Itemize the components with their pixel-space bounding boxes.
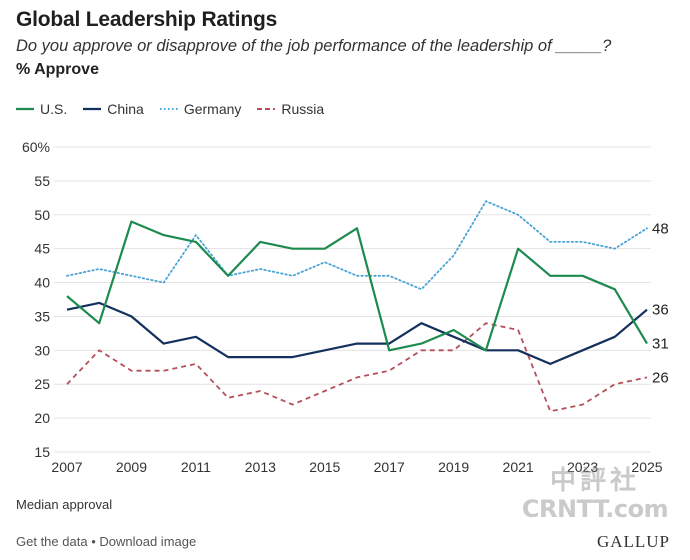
y-tick-label: 45 <box>34 241 50 257</box>
legend-item-germany: Germany <box>159 101 242 117</box>
y-tick-label: 40 <box>34 275 50 291</box>
y-tick-label: 30 <box>34 342 50 358</box>
x-tick-label: 2025 <box>631 459 662 475</box>
x-tick-label: 2019 <box>438 459 469 475</box>
chart-title: Global Leadership Ratings <box>16 8 278 31</box>
legend-swatch-russia <box>257 108 276 110</box>
series-line-russia <box>66 322 648 413</box>
series-line-china <box>66 301 648 365</box>
watermark: 中評社 CRNTT.com <box>520 467 670 523</box>
y-tick-label: 60% <box>22 139 50 155</box>
legend-swatch-germany <box>159 108 178 110</box>
watermark-cn: 中評社 <box>549 466 640 496</box>
legend-label-us: U.S. <box>40 101 68 117</box>
end-label-us: 31 <box>652 336 669 353</box>
y-tick-label: 25 <box>34 376 50 392</box>
footer-separator: • <box>91 534 96 549</box>
x-tick-label: 2007 <box>51 459 82 475</box>
legend-label-russia: Russia <box>281 101 325 117</box>
legend-label-china: China <box>107 101 144 117</box>
end-label-russia: 26 <box>652 369 669 386</box>
download-image-link[interactable]: Download image <box>99 534 197 549</box>
y-tick-label: 20 <box>34 410 50 426</box>
legend-label-germany: Germany <box>183 101 242 117</box>
legend-swatch-china <box>83 107 102 111</box>
series-line-us <box>66 220 648 352</box>
y-tick-label: 55 <box>34 173 50 189</box>
end-label-germany: 48 <box>652 220 669 237</box>
legend-item-china: China <box>83 101 144 117</box>
y-tick-label: 35 <box>34 308 50 324</box>
end-label-china: 36 <box>652 302 669 319</box>
watermark-en: CRNTT.com <box>521 495 669 523</box>
legend-swatch-us <box>16 107 34 111</box>
x-tick-label: 2011 <box>181 459 211 475</box>
y-tick-label: 15 <box>34 444 50 460</box>
x-tick-label: 2015 <box>309 459 340 475</box>
x-tick-label: 2009 <box>116 459 147 475</box>
series-line-germany <box>66 200 648 291</box>
y-tick-label: 50 <box>34 207 50 223</box>
x-tick-label: 2021 <box>503 459 534 475</box>
units-label: % Approve <box>16 61 99 78</box>
legend: U.S. China Germany Russia <box>16 101 340 117</box>
footnote: Median approval <box>16 497 113 512</box>
gallup-logo: GALLUP <box>596 532 670 551</box>
footer-links: Get the data • Download image <box>16 534 196 549</box>
x-tick-label: 2017 <box>374 459 405 475</box>
legend-item-russia: Russia <box>257 101 324 117</box>
x-tick-label: 2013 <box>245 459 276 475</box>
x-tick-label: 2023 <box>567 459 598 475</box>
get-data-link[interactable]: Get the data <box>16 534 88 549</box>
chart-subtitle: Do you approve or disapprove of the job … <box>16 37 612 55</box>
legend-item-us: U.S. <box>16 101 67 117</box>
